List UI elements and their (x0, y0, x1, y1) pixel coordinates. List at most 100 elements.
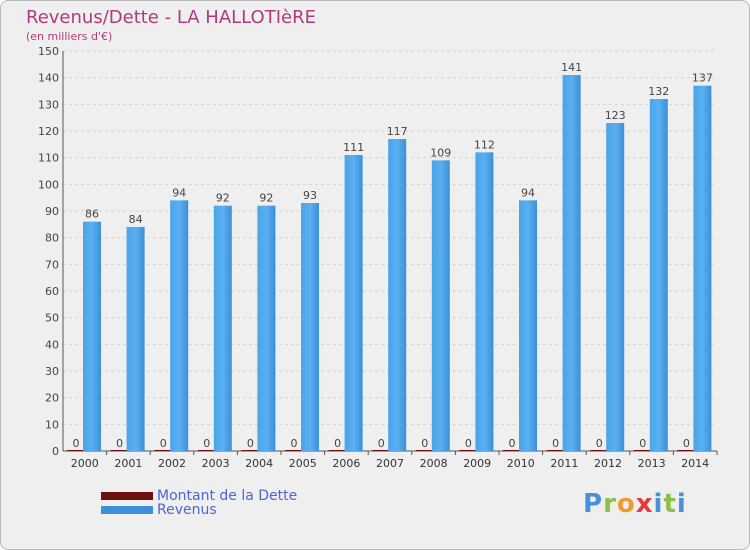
bar-revenus (606, 123, 625, 451)
y-tick-label: 150 (38, 45, 59, 58)
data-label-dette: 0 (203, 437, 210, 450)
legend-item-revenus: Revenus (101, 502, 217, 518)
bar-dette (241, 450, 260, 451)
x-tick-label: 2010 (507, 457, 535, 470)
bar-dette (459, 450, 478, 451)
data-label-dette: 0 (683, 437, 690, 450)
y-tick-label: 110 (38, 152, 59, 165)
data-label-dette: 0 (465, 437, 472, 450)
data-label-revenus: 123 (605, 109, 626, 122)
bar-revenus (519, 200, 537, 451)
data-label-revenus: 141 (561, 61, 582, 74)
x-tick-label: 2005 (289, 457, 317, 470)
bar-dette (110, 450, 129, 451)
bar-revenus (562, 75, 581, 451)
x-tick-label: 2009 (463, 457, 491, 470)
bar-dette (677, 450, 696, 451)
bar-dette (154, 450, 173, 451)
data-label-dette: 0 (247, 437, 254, 450)
x-tick-label: 2011 (550, 457, 578, 470)
bar-dette (328, 450, 347, 451)
data-label-revenus: 109 (430, 146, 451, 159)
data-label-revenus: 84 (129, 213, 143, 226)
y-tick-label: 10 (45, 418, 59, 431)
legend-label-dette: Montant de la Dette (157, 488, 298, 504)
bar-dette (546, 450, 565, 451)
y-tick-label: 90 (45, 205, 59, 218)
x-tick-label: 2004 (245, 457, 273, 470)
data-label-dette: 0 (291, 437, 298, 450)
data-label-dette: 0 (509, 437, 516, 450)
x-tick-label: 2003 (202, 457, 230, 470)
y-tick-label: 80 (45, 232, 59, 245)
bar-dette (197, 450, 216, 451)
bar-dette (415, 450, 434, 451)
chart-subtitle: (en milliers d'€) (26, 30, 113, 43)
bar-revenus (431, 160, 450, 452)
bar-revenus (301, 203, 319, 451)
x-tick-label: 2013 (638, 457, 666, 470)
y-tick-label: 0 (52, 445, 59, 458)
x-tick-label: 2002 (158, 457, 186, 470)
y-tick-label: 30 (45, 365, 59, 378)
proxiti-logo: Proxiti (583, 489, 687, 519)
y-tick-label: 120 (38, 125, 59, 138)
data-label-dette: 0 (378, 437, 385, 450)
x-tick-label: 2008 (420, 457, 448, 470)
data-label-revenus: 132 (648, 85, 669, 98)
bar-revenus (257, 205, 276, 451)
bar-dette (372, 450, 391, 451)
x-tick-label: 2006 (332, 457, 360, 470)
bar-dette (633, 450, 652, 451)
data-label-revenus: 94 (172, 186, 186, 199)
y-tick-label: 70 (45, 258, 59, 271)
legend-swatch-revenus (101, 506, 153, 514)
y-tick-label: 100 (38, 178, 59, 191)
bar-revenus (693, 85, 712, 452)
data-label-revenus: 137 (692, 72, 713, 85)
data-label-dette: 0 (116, 437, 123, 450)
bar-revenus (126, 227, 145, 451)
data-label-revenus: 111 (343, 141, 364, 154)
bar-revenus (388, 139, 407, 451)
legend-item-dette: Montant de la Dette (101, 488, 298, 504)
x-tick-label: 2014 (681, 457, 709, 470)
bar-revenus (475, 152, 494, 452)
data-label-revenus: 92 (259, 192, 273, 205)
bar-revenus (213, 205, 232, 451)
data-label-dette: 0 (73, 437, 80, 450)
data-label-revenus: 86 (85, 208, 99, 221)
legend-label-revenus: Revenus (157, 502, 217, 518)
bar-dette (67, 450, 85, 451)
data-label-revenus: 92 (216, 192, 230, 205)
data-label-dette: 0 (552, 437, 559, 450)
bar-dette (503, 450, 521, 451)
data-label-dette: 0 (596, 437, 603, 450)
bar-revenus (649, 99, 668, 451)
x-tick-label: 2007 (376, 457, 404, 470)
data-label-revenus: 93 (303, 189, 317, 202)
data-label-dette: 0 (639, 437, 646, 450)
y-tick-label: 130 (38, 98, 59, 111)
x-tick-label: 2001 (114, 457, 142, 470)
y-tick-label: 20 (45, 392, 59, 405)
y-tick-label: 60 (45, 285, 59, 298)
bar-revenus (344, 155, 363, 451)
bar-revenus (170, 200, 189, 451)
y-tick-label: 40 (45, 338, 59, 351)
legend-swatch-dette (101, 492, 153, 500)
data-label-dette: 0 (421, 437, 428, 450)
data-label-dette: 0 (334, 437, 341, 450)
y-tick-label: 50 (45, 312, 59, 325)
data-label-revenus: 117 (387, 125, 408, 138)
x-tick-label: 2012 (594, 457, 622, 470)
data-label-revenus: 94 (521, 186, 535, 199)
x-tick-label: 2000 (71, 457, 99, 470)
y-tick-label: 140 (38, 72, 59, 85)
bar-revenus (83, 221, 101, 451)
bar-dette (590, 450, 609, 451)
data-label-dette: 0 (160, 437, 167, 450)
chart-title: Revenus/Dette - LA HALLOTIèRE (26, 7, 316, 28)
